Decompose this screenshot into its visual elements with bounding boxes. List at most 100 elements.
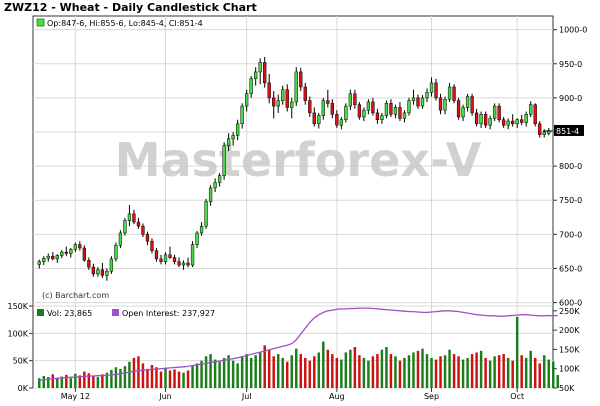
candle-body xyxy=(73,244,77,250)
volume-bar xyxy=(123,366,127,388)
candle-body xyxy=(366,101,371,111)
volume-legend: Vol: 23,865 Open Interest: 237,927 xyxy=(37,309,215,318)
candle-body xyxy=(51,255,55,260)
volume-bar xyxy=(380,349,384,388)
price-tick-label: 700-0 xyxy=(559,230,582,239)
candle-body xyxy=(100,269,105,276)
candle-body xyxy=(411,97,416,101)
candle-body xyxy=(240,105,244,125)
candle-body xyxy=(235,123,240,136)
volume-bar xyxy=(47,377,50,388)
volume-bar xyxy=(96,377,100,388)
x-tick-label: Aug xyxy=(329,392,345,401)
volume-bar xyxy=(353,347,357,388)
volume-bar xyxy=(520,355,523,388)
volume-tick-label: 0K xyxy=(18,384,29,393)
candle-body xyxy=(37,261,41,265)
volume-bar xyxy=(218,361,221,388)
volume-bar xyxy=(276,354,280,388)
candle-body xyxy=(434,82,438,99)
candle-body xyxy=(538,123,542,135)
volume-bar xyxy=(416,350,420,388)
volume-bar xyxy=(245,354,248,388)
volume-axes: 0K 50K 100K 150K 50K 100K 150K 200K 250K xyxy=(7,302,580,393)
volume-legend-text: Vol: 23,865 xyxy=(47,309,92,318)
volume-bar xyxy=(51,374,55,388)
volume-bar xyxy=(110,369,113,388)
candle-body xyxy=(470,96,474,114)
candle-body xyxy=(195,232,199,245)
volume-bar xyxy=(425,354,429,388)
volume-bar xyxy=(236,363,239,388)
candle-body xyxy=(375,112,380,120)
candle-body xyxy=(186,262,190,266)
candle-body xyxy=(407,100,411,114)
candle-body xyxy=(393,107,398,115)
open-interest-legend-swatch xyxy=(112,309,119,316)
price-tick-label: 950-0 xyxy=(559,60,582,69)
volume-bar xyxy=(69,378,73,388)
volume-bar xyxy=(497,355,501,388)
candle-body xyxy=(245,93,249,107)
volume-bar xyxy=(470,354,474,388)
volume-bar xyxy=(272,356,275,388)
candle-body xyxy=(339,119,343,126)
candle-body xyxy=(326,100,330,104)
volume-bar xyxy=(421,348,424,388)
chart-title: ZWZ12 - Wheat - Daily Candlestick Chart xyxy=(4,1,257,14)
volume-bar xyxy=(335,357,339,388)
volume-bar xyxy=(448,349,451,388)
volume-bar xyxy=(105,372,109,388)
volume-bar xyxy=(326,349,330,388)
volume-bar xyxy=(258,352,262,388)
candle-body xyxy=(272,97,276,107)
open-interest-legend-text: Open Interest: 237,927 xyxy=(122,309,215,318)
candle-body xyxy=(154,250,159,260)
candle-body xyxy=(150,240,154,251)
x-tick-label: Sep xyxy=(424,392,439,401)
volume-bar xyxy=(304,357,307,388)
volume-bar xyxy=(412,352,415,388)
volume-bar xyxy=(164,368,167,388)
volume-bar xyxy=(552,361,555,388)
volume-bar xyxy=(407,355,411,388)
candle-body xyxy=(159,258,163,262)
candle-body xyxy=(420,97,425,107)
volume-bar xyxy=(385,347,388,388)
candle-body xyxy=(515,119,519,125)
volume-bar xyxy=(285,361,289,388)
volume-bar xyxy=(141,363,145,388)
candle-body xyxy=(96,269,100,275)
volume-bar xyxy=(137,356,140,388)
candle-body xyxy=(213,182,217,189)
candle-body xyxy=(456,100,461,118)
candle-body xyxy=(163,254,168,262)
volume-bars-layer xyxy=(38,316,560,388)
volume-bar xyxy=(209,354,212,388)
volume-bar xyxy=(479,350,483,388)
volume-bar xyxy=(150,365,154,388)
candle-body xyxy=(132,213,136,223)
volume-bar xyxy=(146,368,149,388)
candle-body xyxy=(529,104,533,115)
candle-body xyxy=(208,187,213,202)
volume-bar xyxy=(457,356,460,388)
volume-bar xyxy=(231,360,235,388)
open-interest-line xyxy=(39,307,558,381)
volume-bar xyxy=(177,371,181,388)
volume-bar xyxy=(452,354,456,388)
volume-bar xyxy=(538,363,541,388)
candle-body xyxy=(416,97,420,107)
candle-body xyxy=(91,266,96,275)
x-tick-label: Jun xyxy=(158,392,172,401)
volume-bar xyxy=(128,361,131,388)
volume-bar xyxy=(488,360,492,388)
candle-body xyxy=(281,89,285,101)
volume-bar xyxy=(371,356,375,388)
candle-body xyxy=(285,89,289,108)
candle-body xyxy=(312,112,316,125)
volume-bar xyxy=(484,357,487,388)
candle-body xyxy=(204,201,208,227)
volume-bar xyxy=(367,360,370,388)
